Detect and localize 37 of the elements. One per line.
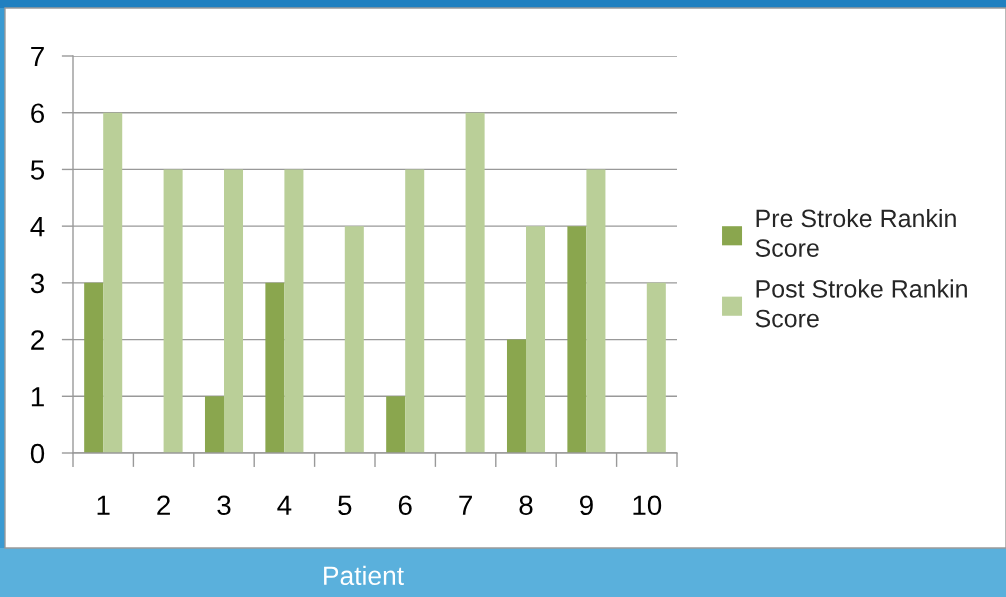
bar bbox=[344, 226, 364, 453]
bar bbox=[506, 339, 526, 453]
bar bbox=[646, 282, 666, 453]
bar bbox=[386, 396, 406, 453]
bar bbox=[265, 282, 285, 453]
legend-label: Post Stroke Rankin Score bbox=[755, 279, 967, 328]
y-tick-label: 4 bbox=[30, 217, 45, 237]
bar bbox=[526, 226, 546, 453]
y-tick-label: 6 bbox=[31, 103, 44, 124]
bar bbox=[84, 282, 104, 453]
y-tick-label: 3 bbox=[30, 273, 44, 294]
x-tick-label: 6 bbox=[398, 495, 412, 516]
y-tick-label: 7 bbox=[31, 46, 44, 67]
bar bbox=[163, 169, 183, 453]
x-tick-label: 4 bbox=[277, 495, 292, 515]
y-tick-label: 5 bbox=[30, 160, 45, 180]
x-tick-label: 3 bbox=[217, 495, 231, 516]
x-axis-title: Patient bbox=[324, 565, 404, 586]
x-tick-label: 9 bbox=[579, 495, 593, 516]
bar bbox=[567, 226, 587, 453]
bar bbox=[284, 169, 304, 453]
bar bbox=[224, 169, 244, 453]
bar bbox=[465, 112, 485, 453]
legend-label: Pre Stroke Rankin Score bbox=[755, 208, 956, 257]
bar bbox=[586, 169, 606, 453]
x-tick-label: 7 bbox=[459, 495, 472, 515]
bar bbox=[204, 396, 224, 453]
x-tick-label: 10 bbox=[633, 495, 662, 516]
y-tick-label: 0 bbox=[30, 443, 45, 464]
bar bbox=[405, 169, 425, 453]
x-tick-label: 8 bbox=[519, 495, 533, 516]
y-tick-label: 2 bbox=[31, 330, 44, 350]
x-tick-label: 1 bbox=[97, 495, 110, 515]
y-tick-label: 1 bbox=[31, 387, 44, 407]
x-tick-label: 2 bbox=[157, 495, 170, 515]
x-tick-label: 5 bbox=[338, 495, 352, 516]
bar bbox=[103, 112, 123, 453]
